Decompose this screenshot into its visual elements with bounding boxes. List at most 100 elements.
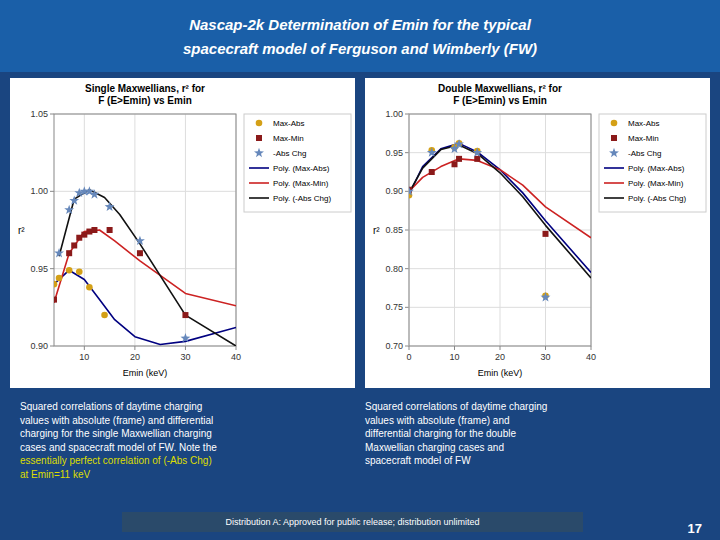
tick-label-y: 1.00 bbox=[385, 109, 403, 119]
header-banner bbox=[0, 0, 720, 72]
legend-box bbox=[599, 114, 706, 212]
legend-box bbox=[244, 114, 351, 212]
scatter-point bbox=[452, 161, 458, 167]
tick-mark-x bbox=[134, 346, 135, 350]
scatter-point bbox=[456, 156, 462, 162]
legend-label: Max-Abs bbox=[273, 119, 305, 128]
x-axis-label: Emin (keV) bbox=[478, 368, 523, 378]
tick-label-x: 10 bbox=[449, 352, 459, 362]
chart-panel bbox=[10, 78, 355, 388]
scatter-point bbox=[64, 205, 74, 214]
chart-title-line: Double Maxwellians, r² for bbox=[438, 83, 562, 94]
scatter-point bbox=[54, 297, 57, 303]
legend-swatch bbox=[256, 135, 262, 141]
scatter-point bbox=[56, 275, 63, 282]
chart-title: Single Maxwellians, r² forF (E>Emin) vs … bbox=[85, 83, 205, 106]
tick-label-x: 0 bbox=[406, 352, 411, 362]
note-line: Squared correlations of daytime charging bbox=[365, 401, 547, 412]
scatter-point bbox=[76, 268, 83, 275]
scatter-point bbox=[474, 156, 480, 162]
tick-mark-x bbox=[409, 346, 410, 350]
scatter-point bbox=[543, 231, 549, 237]
legend-label: Max-Min bbox=[628, 134, 659, 143]
chart-panel bbox=[365, 78, 710, 388]
legend-label: Max-Abs bbox=[628, 119, 660, 128]
chart: Double Maxwellians, r² forF (E>Emin) vs … bbox=[365, 78, 710, 388]
tick-label-x: 20 bbox=[130, 352, 140, 362]
scatter-point bbox=[101, 312, 108, 319]
scatter-point bbox=[137, 250, 143, 256]
series-line bbox=[54, 230, 236, 306]
slide-background bbox=[0, 0, 720, 540]
note-line: cases and spacecraft model of FW. Note t… bbox=[20, 442, 217, 453]
scatter-point bbox=[66, 250, 72, 256]
tick-label-x: 40 bbox=[231, 352, 241, 362]
note-line: values with absolute (frame) and differe… bbox=[20, 415, 213, 426]
note-line: differential charging for the double bbox=[365, 428, 516, 439]
tick-mark-y bbox=[50, 346, 54, 347]
tick-label-y: 0.80 bbox=[385, 264, 403, 274]
legend-label: Poly. (-Abs Chg) bbox=[273, 194, 331, 203]
plot-frame bbox=[409, 114, 591, 346]
grid-line-x bbox=[545, 114, 546, 346]
series-line bbox=[409, 159, 591, 238]
note-text: essentially perfect correlation of (-Abs… bbox=[20, 455, 212, 480]
page-title: Nascap-2k Determination of Emin for the … bbox=[189, 16, 532, 33]
scatter-point bbox=[409, 186, 414, 195]
legend-label: -Abs Chg bbox=[273, 149, 306, 158]
note-line: at Emin=11 keV bbox=[20, 469, 90, 480]
tick-mark-x bbox=[84, 346, 85, 350]
scatter-point bbox=[454, 139, 464, 148]
series-line bbox=[409, 145, 591, 278]
legend-swatch bbox=[254, 148, 264, 157]
scatter-point bbox=[91, 227, 97, 233]
note-line: charging for the single Maxwellian charg… bbox=[20, 428, 212, 439]
scatter-point bbox=[429, 169, 435, 175]
scatter-point bbox=[71, 242, 77, 248]
footer-band bbox=[122, 512, 583, 532]
scatter-point bbox=[181, 333, 191, 342]
legend-swatch bbox=[256, 120, 263, 127]
tick-mark-x bbox=[591, 346, 592, 350]
scatter-point bbox=[182, 312, 188, 318]
note-text: Squared correlations of daytime charging… bbox=[365, 401, 547, 466]
scatter-point bbox=[69, 195, 79, 204]
legend-label: Max-Min bbox=[273, 134, 304, 143]
tick-label-x: 30 bbox=[180, 352, 190, 362]
chart: Single Maxwellians, r² forF (E>Emin) vs … bbox=[10, 78, 355, 388]
scatter-point bbox=[86, 284, 93, 291]
slide: Nascap-2k Determination of Emin for the … bbox=[0, 0, 720, 540]
legend-swatch bbox=[249, 197, 269, 199]
scatter-point bbox=[541, 292, 551, 301]
footer-text: Distribution A: Approved for public rele… bbox=[225, 517, 479, 527]
tick-mark-x bbox=[454, 346, 455, 350]
legend-label: Poly. (Max-Min) bbox=[273, 179, 329, 188]
tick-label-y: 0.90 bbox=[385, 186, 403, 196]
tick-label-y: 1.05 bbox=[30, 109, 48, 119]
legend-swatch bbox=[604, 182, 624, 184]
legend-swatch bbox=[609, 148, 619, 157]
scatter-point bbox=[54, 248, 64, 257]
scatter-point bbox=[105, 202, 115, 211]
series-line bbox=[59, 190, 236, 346]
legend-swatch bbox=[604, 197, 624, 199]
series-line bbox=[54, 270, 236, 344]
scatter-point bbox=[107, 227, 113, 233]
scatter-point bbox=[66, 267, 73, 274]
scatter-point bbox=[135, 236, 145, 245]
legend-label: Poly. (Max-Min) bbox=[628, 179, 684, 188]
grid-line-x bbox=[500, 114, 501, 346]
y-axis-label: r² bbox=[373, 225, 380, 236]
grid-line-x bbox=[185, 114, 186, 346]
tick-mark-y bbox=[50, 191, 54, 192]
scatter-point bbox=[472, 147, 482, 156]
tick-label-y: 0.95 bbox=[30, 264, 48, 274]
scatter-point bbox=[90, 189, 100, 198]
note-line: Maxwellian charging cases and bbox=[365, 442, 504, 453]
tick-mark-y bbox=[405, 268, 409, 269]
grid-line-x bbox=[84, 114, 85, 346]
scatter-point bbox=[54, 281, 57, 288]
data-group bbox=[54, 186, 236, 346]
data-group bbox=[409, 139, 591, 302]
legend-swatch bbox=[249, 182, 269, 184]
